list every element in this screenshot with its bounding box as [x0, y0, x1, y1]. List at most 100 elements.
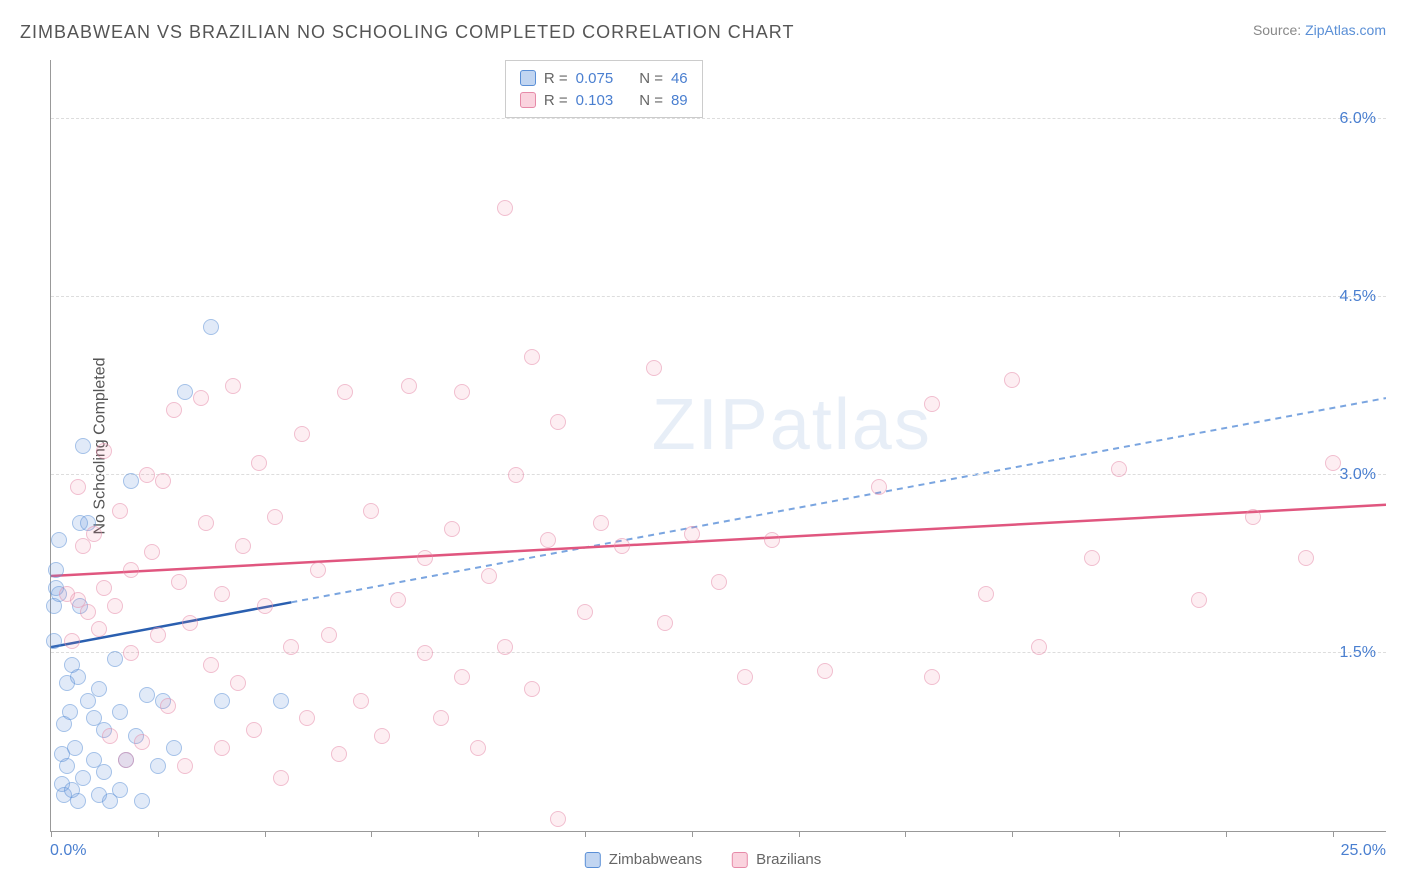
data-point	[139, 467, 155, 483]
data-point	[614, 538, 630, 554]
x-tick	[265, 831, 266, 837]
data-point	[198, 515, 214, 531]
data-point	[91, 681, 107, 697]
data-point	[166, 740, 182, 756]
data-point	[924, 669, 940, 685]
data-point	[123, 473, 139, 489]
swatch-blue-icon	[585, 852, 601, 868]
data-point	[91, 621, 107, 637]
data-point	[524, 681, 540, 697]
data-point	[444, 521, 460, 537]
r-value-zim: 0.075	[576, 70, 614, 87]
data-point	[171, 574, 187, 590]
data-point	[363, 503, 379, 519]
correlation-legend: R = 0.075 N = 46 R = 0.103 N = 89	[505, 60, 703, 118]
data-point	[417, 645, 433, 661]
data-point	[46, 633, 62, 649]
data-point	[299, 710, 315, 726]
x-tick	[478, 831, 479, 837]
r-value-bra: 0.103	[576, 92, 614, 109]
data-point	[118, 752, 134, 768]
data-point	[497, 639, 513, 655]
data-point	[107, 598, 123, 614]
source-value: ZipAtlas.com	[1305, 22, 1386, 38]
data-point	[1325, 455, 1341, 471]
data-point	[550, 811, 566, 827]
data-point	[454, 669, 470, 685]
data-point	[924, 396, 940, 412]
y-tick-label: 3.0%	[1340, 466, 1376, 484]
data-point	[123, 562, 139, 578]
data-point	[684, 526, 700, 542]
data-point	[59, 758, 75, 774]
x-tick	[1119, 831, 1120, 837]
data-point	[150, 758, 166, 774]
data-point	[75, 770, 91, 786]
data-point	[86, 526, 102, 542]
data-point	[257, 598, 273, 614]
n-value-bra: 89	[671, 92, 688, 109]
data-point	[871, 479, 887, 495]
data-point	[134, 734, 150, 750]
data-point	[1031, 639, 1047, 655]
x-tick	[371, 831, 372, 837]
gridline	[51, 296, 1386, 297]
data-point	[310, 562, 326, 578]
data-point	[454, 384, 470, 400]
watermark: ZIPatlas	[652, 384, 932, 466]
gridline	[51, 118, 1386, 119]
legend-item-brazilians: Brazilians	[732, 851, 821, 868]
data-point	[102, 728, 118, 744]
data-point	[353, 693, 369, 709]
data-point	[337, 384, 353, 400]
trend-lines-svg	[51, 60, 1386, 831]
gridline	[51, 652, 1386, 653]
data-point	[235, 538, 251, 554]
series-legend: Zimbabweans Brazilians	[585, 851, 821, 868]
n-label: N =	[639, 92, 663, 109]
data-point	[160, 698, 176, 714]
y-tick-label: 1.5%	[1340, 644, 1376, 662]
data-point	[331, 746, 347, 762]
data-point	[96, 764, 112, 780]
data-point	[1084, 550, 1100, 566]
legend-label-zim: Zimbabweans	[609, 851, 702, 868]
data-point	[978, 586, 994, 602]
data-point	[134, 793, 150, 809]
data-point	[96, 443, 112, 459]
data-point	[401, 378, 417, 394]
watermark-atlas: atlas	[770, 385, 932, 465]
data-point	[481, 568, 497, 584]
data-point	[417, 550, 433, 566]
data-point	[80, 604, 96, 620]
data-point	[112, 704, 128, 720]
x-tick	[1226, 831, 1227, 837]
swatch-pink-icon	[732, 852, 748, 868]
data-point	[1191, 592, 1207, 608]
data-point	[283, 639, 299, 655]
data-point	[64, 633, 80, 649]
data-point	[1298, 550, 1314, 566]
data-point	[524, 349, 540, 365]
legend-row-brazilians: R = 0.103 N = 89	[520, 89, 688, 111]
n-value-zim: 46	[671, 70, 688, 87]
data-point	[593, 515, 609, 531]
data-point	[321, 627, 337, 643]
data-point	[193, 390, 209, 406]
data-point	[67, 740, 83, 756]
data-point	[203, 319, 219, 335]
data-point	[657, 615, 673, 631]
legend-item-zimbabweans: Zimbabweans	[585, 851, 702, 868]
x-tick	[905, 831, 906, 837]
data-point	[1111, 461, 1127, 477]
data-point	[70, 793, 86, 809]
x-tick	[1012, 831, 1013, 837]
data-point	[470, 740, 486, 756]
data-point	[577, 604, 593, 620]
swatch-blue-icon	[520, 70, 536, 86]
data-point	[70, 669, 86, 685]
data-point	[497, 200, 513, 216]
x-tick	[51, 831, 52, 837]
data-point	[294, 426, 310, 442]
data-point	[166, 402, 182, 418]
